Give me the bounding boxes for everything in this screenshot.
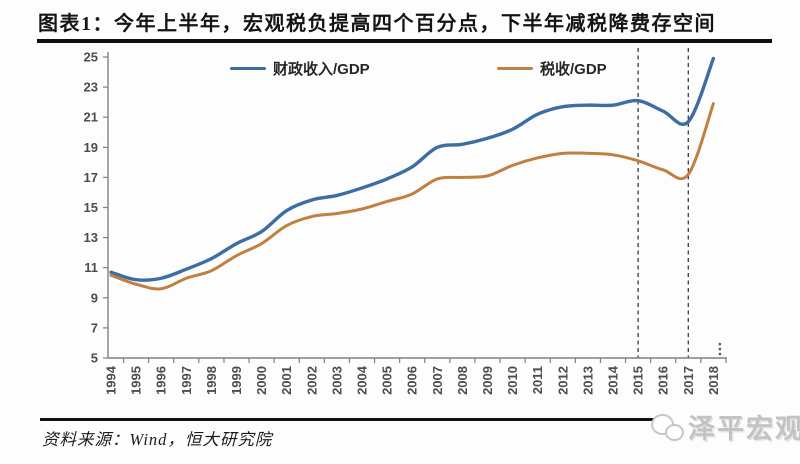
- axis-continuation-dot: [718, 352, 722, 356]
- legend-item-fiscal-revenue: 财政收入/GDP: [230, 58, 370, 79]
- y-axis-label: 21: [84, 110, 98, 125]
- y-axis-label: 11: [84, 260, 98, 275]
- x-axis-label: 2001: [279, 366, 294, 395]
- x-axis-label: 2008: [455, 366, 470, 395]
- panda-icon: [650, 411, 688, 443]
- x-axis-label: 1996: [154, 366, 169, 395]
- x-axis-label: 2018: [706, 366, 721, 395]
- x-axis-label: 2011: [530, 366, 545, 394]
- footer-divider: [40, 418, 654, 421]
- axis-continuation-dot: [718, 342, 722, 346]
- y-axis-label: 25: [84, 50, 98, 65]
- x-axis-label: 1999: [229, 366, 244, 395]
- legend-line-blue: [230, 66, 266, 71]
- tax-revenue-line: [109, 102, 715, 291]
- y-axis-label: 23: [84, 80, 98, 95]
- y-axis-label: 9: [91, 290, 98, 305]
- x-axis-label: 2002: [304, 366, 319, 395]
- x-axis-label: 2000: [254, 366, 269, 395]
- chart-legend: 财政收入/GDP 税收/GDP: [0, 58, 800, 80]
- x-axis-label: 1997: [179, 366, 194, 395]
- x-axis-label: 2015: [631, 366, 646, 395]
- y-axis-label: 13: [84, 230, 98, 245]
- y-axis-label: 5: [91, 351, 98, 366]
- legend-label-fiscal-revenue: 财政收入/GDP: [273, 61, 370, 78]
- x-axis-label: 2014: [606, 365, 621, 395]
- x-axis-label: 2003: [329, 366, 344, 395]
- watermark-label: 泽平宏观: [688, 414, 800, 444]
- chart-title: 图表1：今年上半年，宏观税负提高四个百分点，下半年减税降费存空间: [38, 13, 716, 35]
- x-axis-label: 1998: [204, 366, 219, 395]
- watermark: 泽平宏观: [650, 407, 800, 446]
- legend-label-tax: 税收/GDP: [540, 61, 607, 78]
- x-axis-label: 2007: [430, 366, 445, 395]
- y-axis-label: 15: [84, 200, 98, 215]
- x-axis-label: 1994: [104, 365, 119, 395]
- y-axis-label: 19: [84, 140, 98, 155]
- y-axis-label: 17: [84, 170, 98, 185]
- legend-line-orange: [497, 66, 533, 71]
- x-axis-label: 2013: [580, 366, 595, 395]
- x-axis-label: 1995: [129, 366, 144, 395]
- y-axis-label: 7: [91, 320, 98, 335]
- x-axis-label: 2016: [656, 366, 671, 395]
- x-axis-label: 2012: [555, 366, 570, 395]
- x-axis-label: 2017: [681, 366, 696, 395]
- axis-continuation-dot: [718, 347, 722, 351]
- x-axis-label: 2005: [380, 366, 395, 395]
- x-axis-label: 2006: [405, 366, 420, 395]
- legend-item-tax: 税收/GDP: [497, 58, 607, 79]
- title-divider: [37, 39, 772, 43]
- source-note: 资料来源：Wind，恒大研究院: [42, 430, 273, 449]
- x-axis-label: 2004: [355, 365, 370, 395]
- x-axis-label: 2010: [505, 366, 520, 395]
- fiscal-revenue-line: [109, 56, 716, 282]
- x-axis-label: 2009: [480, 366, 495, 395]
